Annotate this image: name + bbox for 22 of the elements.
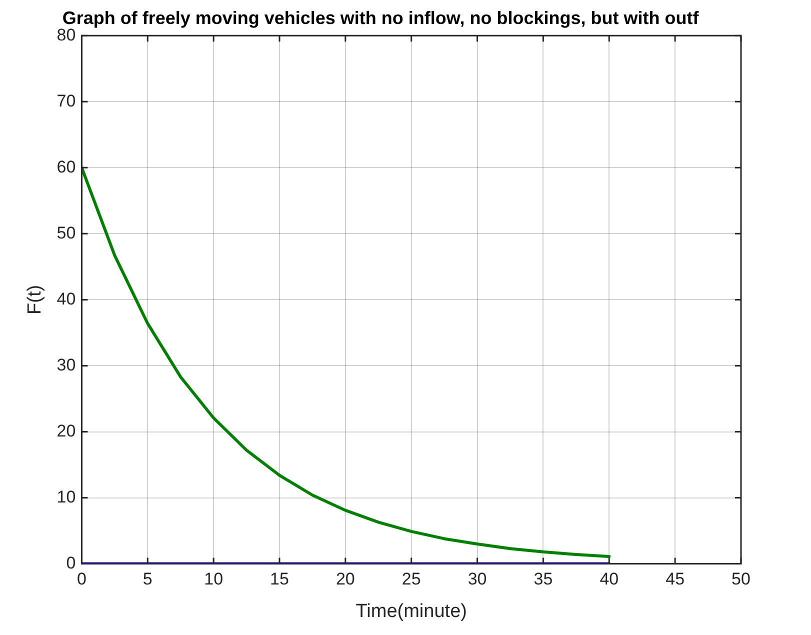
- x-tick-label: 50: [732, 570, 750, 589]
- x-axis-title: Time(minute): [356, 600, 467, 622]
- x-tick-label: 40: [600, 570, 619, 589]
- y-tick-label: 20: [56, 421, 76, 440]
- x-tick-label: 15: [270, 570, 289, 589]
- chart-title: Graph of freely moving vehicles with no inflow, no blockings, but with outf: [62, 8, 700, 28]
- y-tick-label: 70: [56, 91, 76, 110]
- y-axis-title: F(t): [24, 284, 46, 314]
- y-tick-label: 60: [56, 157, 76, 176]
- x-tick-label: 20: [336, 570, 355, 589]
- y-tick-label: 50: [56, 223, 76, 242]
- y-tick-label: 40: [56, 289, 76, 308]
- x-tick-label: 30: [468, 570, 487, 589]
- y-tick-label: 10: [56, 487, 76, 506]
- y-tick-label: 30: [56, 355, 76, 374]
- y-tick-label: 0: [66, 553, 76, 572]
- y-tick-label: 80: [56, 25, 76, 44]
- x-tick-label: 5: [142, 570, 152, 589]
- x-tick-label: 10: [204, 570, 224, 589]
- x-tick-label: 45: [666, 570, 685, 589]
- x-tick-label: 35: [534, 570, 553, 589]
- x-tick-label: 25: [402, 570, 421, 589]
